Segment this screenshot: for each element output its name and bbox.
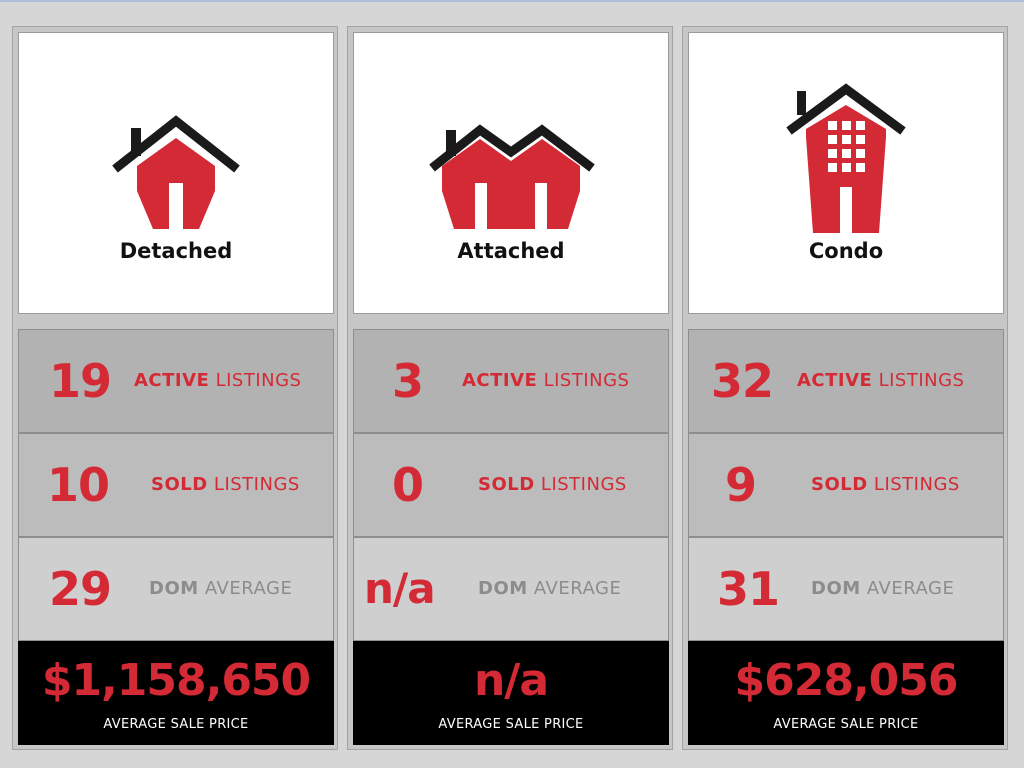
average-sale-price-box: $1,158,650 AVERAGE SALE PRICE	[18, 641, 334, 745]
detached-house-icon	[112, 115, 240, 229]
active-listings-row: 3 ACTIVE LISTINGS	[353, 329, 669, 433]
dom-average-label: DOM AVERAGE	[811, 578, 955, 599]
dom-average-label: DOM AVERAGE	[149, 578, 293, 599]
dom-average-value: 31	[717, 562, 780, 616]
property-type-card: Attached	[353, 32, 669, 314]
dom-average-value: n/a	[364, 564, 436, 613]
average-sale-price-box: n/a AVERAGE SALE PRICE	[353, 641, 669, 745]
property-type-card: Detached	[18, 32, 334, 314]
sold-listings-row: 0 SOLD LISTINGS	[353, 433, 669, 537]
property-type-label: Condo	[808, 239, 884, 263]
sold-listings-count: 10	[47, 458, 110, 512]
active-listings-label: ACTIVE LISTINGS	[797, 370, 965, 391]
sold-listings-label: SOLD LISTINGS	[151, 474, 300, 495]
average-sale-price-caption: AVERAGE SALE PRICE	[103, 717, 249, 732]
active-listings-label: ACTIVE LISTINGS	[134, 370, 302, 391]
sold-listings-row: 9 SOLD LISTINGS	[688, 433, 1004, 537]
top-border	[0, 0, 1024, 2]
active-listings-count: 3	[392, 354, 424, 408]
sold-listings-count: 9	[725, 458, 757, 512]
column-detached: Detached 19 ACTIVE LISTINGS 10 SOLD LIST…	[12, 26, 338, 750]
property-type-label: Attached	[457, 239, 565, 263]
property-type-label: Detached	[119, 239, 233, 263]
sold-listings-count: 0	[392, 458, 424, 512]
sold-listings-row: 10 SOLD LISTINGS	[18, 433, 334, 537]
dom-average-label: DOM AVERAGE	[478, 578, 622, 599]
property-type-card: Condo	[688, 32, 1004, 314]
dom-average-row: n/a DOM AVERAGE	[353, 537, 669, 641]
average-sale-price-box: $628,056 AVERAGE SALE PRICE	[688, 641, 1004, 745]
dom-average-row: 29 DOM AVERAGE	[18, 537, 334, 641]
attached-house-icon	[429, 124, 595, 229]
active-listings-count: 32	[711, 354, 774, 408]
column-attached: Attached 3 ACTIVE LISTINGS 0 SOLD LISTIN…	[347, 26, 673, 750]
column-condo: Condo 32 ACTIVE LISTINGS 9 SOLD LISTINGS…	[682, 26, 1008, 750]
average-sale-price-caption: AVERAGE SALE PRICE	[773, 717, 919, 732]
average-sale-price-value: $628,056	[734, 655, 958, 706]
sold-listings-label: SOLD LISTINGS	[478, 474, 627, 495]
dom-average-value: 29	[49, 562, 112, 616]
active-listings-label: ACTIVE LISTINGS	[462, 370, 630, 391]
condo-building-icon	[786, 83, 906, 233]
active-listings-count: 19	[49, 354, 112, 408]
active-listings-row: 19 ACTIVE LISTINGS	[18, 329, 334, 433]
sold-listings-label: SOLD LISTINGS	[811, 474, 960, 495]
average-sale-price-value: $1,158,650	[41, 655, 311, 706]
active-listings-row: 32 ACTIVE LISTINGS	[688, 329, 1004, 433]
dom-average-row: 31 DOM AVERAGE	[688, 537, 1004, 641]
average-sale-price-caption: AVERAGE SALE PRICE	[438, 717, 584, 732]
average-sale-price-value: n/a	[473, 655, 549, 706]
